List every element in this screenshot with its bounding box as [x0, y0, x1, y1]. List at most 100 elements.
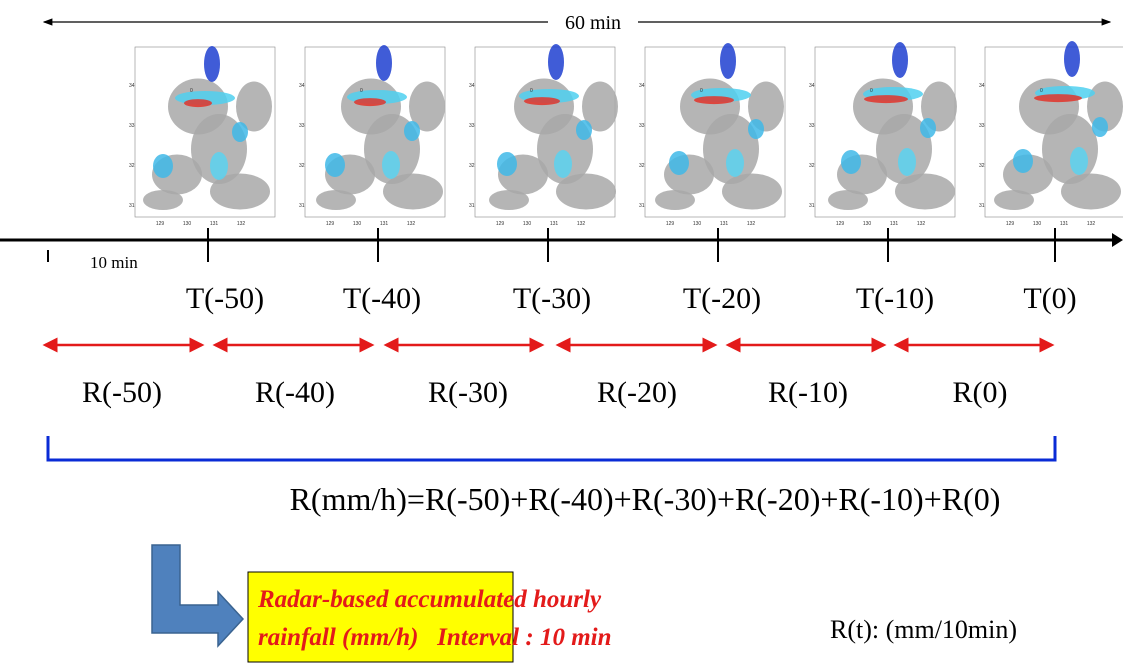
center-mark: 0	[700, 88, 703, 94]
cloud	[489, 190, 529, 210]
echo	[524, 97, 560, 105]
cloud	[994, 190, 1034, 210]
center-mark: 0	[190, 88, 193, 94]
center-mark: 0	[360, 88, 363, 94]
step-label: 10 min	[90, 253, 138, 272]
echo	[720, 43, 736, 79]
echo	[892, 42, 908, 78]
echo	[920, 118, 936, 138]
result-line: rainfall (mm/h) Interval : 10 min	[258, 624, 612, 651]
diagram: 60 min 129 130 131 132 34 33 32 31 0 129 130 131 132…	[0, 0, 1123, 666]
lon-label: 132	[407, 221, 416, 227]
lat-label: 34	[809, 83, 815, 89]
lon-label: 132	[1087, 221, 1096, 227]
lat-label: 32	[809, 163, 815, 169]
cloud	[655, 190, 695, 210]
lon-label: 131	[890, 221, 899, 227]
lon-label: 129	[156, 221, 165, 227]
lat-label: 34	[469, 83, 475, 89]
lon-label: 130	[183, 221, 192, 227]
echo	[841, 150, 861, 174]
lon-label: 129	[326, 221, 335, 227]
echo	[548, 44, 564, 80]
lon-label: 131	[550, 221, 559, 227]
lat-label: 32	[639, 163, 645, 169]
lat-label: 32	[469, 163, 475, 169]
interval-label: R(0)	[953, 376, 1008, 409]
echo	[232, 122, 248, 142]
cloud	[316, 190, 356, 210]
lat-label: 34	[979, 83, 985, 89]
lon-label: 132	[917, 221, 926, 227]
time-label: T(-30)	[513, 282, 591, 315]
echo	[153, 154, 173, 178]
echo	[1092, 117, 1108, 137]
echo	[1064, 41, 1080, 77]
echo	[497, 152, 517, 176]
lon-label: 131	[210, 221, 219, 227]
lon-label: 132	[237, 221, 246, 227]
lat-label: 33	[639, 123, 645, 129]
lon-label: 129	[836, 221, 845, 227]
result-line: Radar-based accumulated hourly	[257, 586, 602, 613]
echo	[1013, 149, 1033, 173]
echo	[382, 151, 400, 179]
flow-arrow	[152, 545, 243, 646]
time-label: T(-20)	[683, 282, 761, 315]
echo	[376, 45, 392, 81]
unit-note: R(t): (mm/10min)	[830, 615, 1017, 644]
interval-label: R(-10)	[768, 376, 848, 409]
lon-label: 130	[1033, 221, 1042, 227]
interval-label: R(-50)	[82, 376, 162, 409]
lon-label: 130	[523, 221, 532, 227]
radar-map: 129 130 131 132 34 33 32 31 0	[129, 46, 275, 227]
cloud	[828, 190, 868, 210]
lat-label: 33	[809, 123, 815, 129]
lat-label: 31	[809, 203, 815, 209]
echo	[404, 121, 420, 141]
lat-label: 33	[469, 123, 475, 129]
echo	[576, 120, 592, 140]
interval-label: R(-20)	[597, 376, 677, 409]
lon-label: 131	[720, 221, 729, 227]
lat-label: 32	[299, 163, 305, 169]
time-label: T(-50)	[186, 282, 264, 315]
radar-map: 129130131132343332310	[639, 43, 785, 227]
echo	[184, 99, 212, 107]
lat-label: 33	[129, 123, 135, 129]
echo	[325, 153, 345, 177]
lat-label: 31	[299, 203, 305, 209]
span-label: 60 min	[565, 12, 621, 34]
timeline-head	[1112, 233, 1123, 247]
lat-label: 33	[299, 123, 305, 129]
lon-label: 131	[1060, 221, 1069, 227]
lat-label: 34	[299, 83, 305, 89]
interval-label: R(-30)	[428, 376, 508, 409]
lon-label: 129	[1006, 221, 1015, 227]
interval-label: R(-40)	[255, 376, 335, 409]
lon-label: 129	[496, 221, 505, 227]
cloud	[143, 190, 183, 210]
echo	[554, 150, 572, 178]
center-mark: 0	[1040, 88, 1043, 94]
lat-label: 31	[129, 203, 135, 209]
lat-label: 32	[129, 163, 135, 169]
echo	[864, 95, 908, 103]
echo	[1034, 94, 1082, 102]
echo	[694, 96, 734, 104]
lon-label: 132	[577, 221, 586, 227]
center-mark: 0	[530, 88, 533, 94]
lon-label: 131	[380, 221, 389, 227]
lon-label: 129	[666, 221, 675, 227]
echo	[898, 148, 916, 176]
echo	[748, 119, 764, 139]
lat-label: 34	[639, 83, 645, 89]
cloud	[895, 174, 955, 210]
lat-label: 31	[639, 203, 645, 209]
time-label: T(-10)	[856, 282, 934, 315]
lat-label: 34	[129, 83, 135, 89]
radar-maps: 129 130 131 132 34 33 32 31 0 129 130 131 132 34 33 32 3…	[129, 41, 1123, 227]
